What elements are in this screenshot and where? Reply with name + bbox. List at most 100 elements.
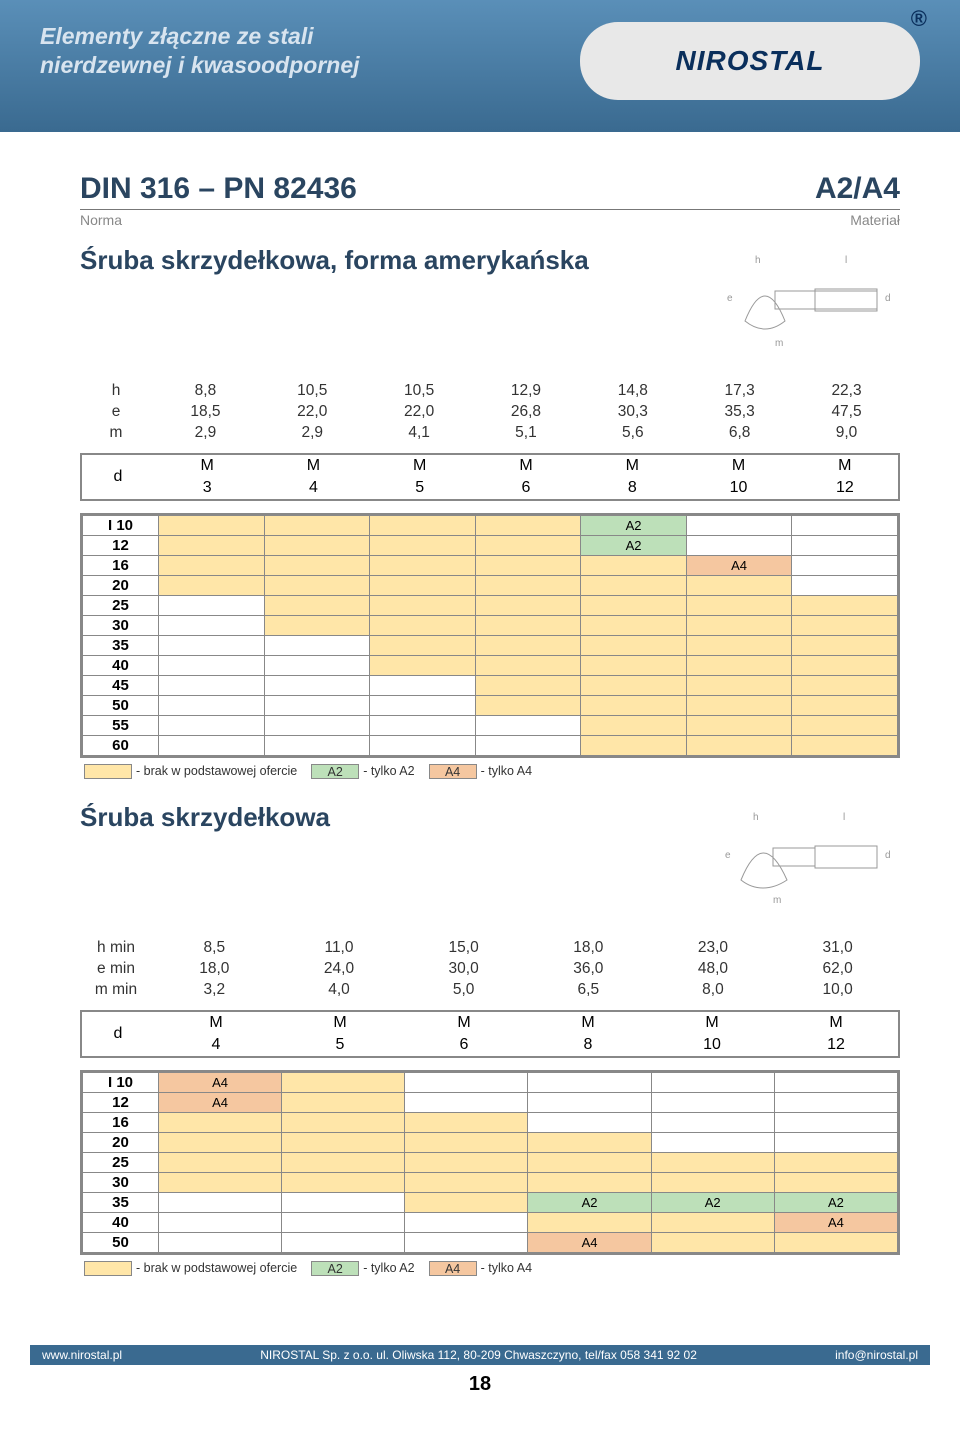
avail-cell (159, 716, 265, 736)
avail-cell (159, 556, 265, 576)
svg-text:h: h (753, 812, 759, 823)
length-cell: 16 (83, 1113, 159, 1133)
avail-cell (792, 616, 898, 636)
length-cell: I 10 (83, 516, 159, 536)
d-col-m: M (685, 455, 791, 477)
length-cell: 40 (83, 656, 159, 676)
avail-cell (475, 656, 581, 676)
avail-cell (686, 536, 792, 556)
avail-cell (159, 616, 265, 636)
product-title-1: Śruba skrzydełkowa, forma amerykańska (80, 246, 680, 356)
avail-cell (475, 716, 581, 736)
dims-cell: 4,1 (366, 422, 473, 443)
legend-a2-text-2: - tylko A2 (363, 1261, 414, 1275)
d-col-size: 8 (579, 477, 685, 499)
avail-cell (686, 716, 792, 736)
diagram-2: h l e d m (710, 803, 900, 913)
avail-cell (159, 1153, 282, 1173)
avail-cell (159, 636, 265, 656)
legend-1: - brak w podstawowej ofercie A2- tylko A… (80, 764, 900, 779)
avail-cell (282, 1233, 405, 1253)
dims-cell: 11,0 (277, 937, 402, 958)
avail-cell (264, 736, 370, 756)
legend-std-text: - brak w podstawowej ofercie (136, 764, 297, 778)
avail-cell (528, 1153, 651, 1173)
dims-cell: 12,9 (473, 380, 580, 401)
dims-cell: 22,0 (259, 401, 366, 422)
dims-cell: 3,2 (152, 979, 277, 1000)
avail-cell (370, 616, 476, 636)
dims-cell: 2,9 (259, 422, 366, 443)
avail-cell (528, 1173, 651, 1193)
avail-table-2: I 10A412A41620253035A2A2A240A450A4 (82, 1072, 898, 1253)
avail-cell (405, 1173, 528, 1193)
avail-cell (405, 1153, 528, 1173)
avail-cell (792, 736, 898, 756)
avail-cell (528, 1113, 651, 1133)
avail-cell: A2 (581, 536, 687, 556)
legend-a4-text: - tylko A4 (481, 764, 532, 778)
avail-cell (405, 1073, 528, 1093)
section2-header: Śruba skrzydełkowa h l e d m (80, 803, 900, 913)
d-col-m: M (367, 455, 473, 477)
avail-cell (475, 596, 581, 616)
d-table-1: dMMMMMMM345681012 (82, 455, 898, 499)
svg-text:m: m (773, 895, 781, 906)
d-col-m: M (650, 1012, 774, 1034)
avail-cell (282, 1153, 405, 1173)
dims-cell: 8,5 (152, 937, 277, 958)
avail-cell (159, 1113, 282, 1133)
avail-cell (159, 656, 265, 676)
avail-cell (475, 576, 581, 596)
avail-cell (370, 716, 476, 736)
avail-cell (686, 596, 792, 616)
dims-cell: 24,0 (277, 958, 402, 979)
avail-cell: A4 (528, 1233, 651, 1253)
avail-cell (581, 736, 687, 756)
dims-cell: 5,6 (579, 422, 686, 443)
dims-label: e (80, 401, 152, 422)
dims-cell: 30,0 (401, 958, 526, 979)
avail-cell (370, 676, 476, 696)
footer-email: info@nirostal.pl (835, 1348, 918, 1362)
avail-cell (774, 1113, 897, 1133)
avail-cell (581, 596, 687, 616)
avail-cell (792, 656, 898, 676)
avail-cell (792, 516, 898, 536)
d-col-m: M (526, 1012, 650, 1034)
avail-cell (774, 1133, 897, 1153)
d-col-size: 6 (473, 477, 579, 499)
avail-cell (475, 736, 581, 756)
length-cell: 25 (83, 1153, 159, 1173)
d-col-size: 5 (367, 477, 473, 499)
d-table-wrap-2: dMMMMMM45681012 (80, 1010, 900, 1058)
d-table-2: dMMMMMM45681012 (82, 1012, 898, 1056)
avail-cell (475, 556, 581, 576)
title-row-1: DIN 316 – PN 82436 A2/A4 (80, 172, 900, 210)
avail-cell (475, 696, 581, 716)
avail-cell (774, 1153, 897, 1173)
avail-cell (405, 1193, 528, 1213)
dims-cell: 5,0 (401, 979, 526, 1000)
avail-cell (159, 1133, 282, 1153)
avail-cell (686, 636, 792, 656)
dims-cell: 48,0 (651, 958, 776, 979)
dims-label: m (80, 422, 152, 443)
avail-cell (581, 576, 687, 596)
length-cell: 30 (83, 616, 159, 636)
avail-cell (651, 1073, 774, 1093)
avail-cell (405, 1113, 528, 1133)
d-col-size: 12 (792, 477, 898, 499)
length-cell: 35 (83, 636, 159, 656)
svg-text:m: m (775, 338, 783, 349)
avail-cell (370, 596, 476, 616)
avail-table-1: I 10A212A216A4202530354045505560 (82, 515, 898, 756)
avail-cell (651, 1153, 774, 1173)
d-col-m: M (473, 455, 579, 477)
avail-cell (370, 516, 476, 536)
length-cell: 12 (83, 1093, 159, 1113)
dims-cell: 2,9 (152, 422, 259, 443)
avail-cell (405, 1133, 528, 1153)
norm-code: DIN 316 – PN 82436 (80, 172, 357, 206)
avail-cell (686, 736, 792, 756)
